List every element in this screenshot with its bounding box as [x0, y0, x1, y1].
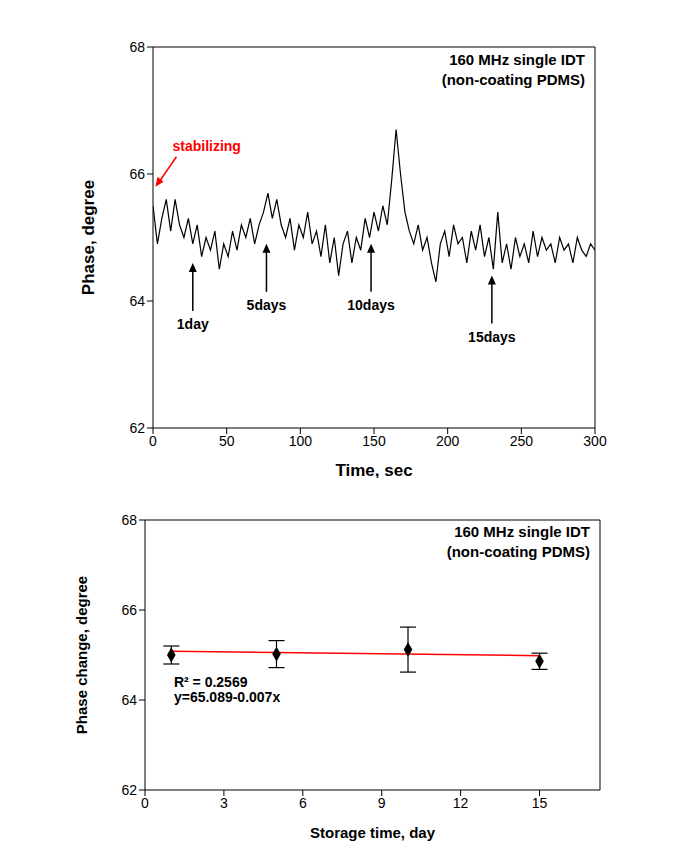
- svg-text:15days: 15days: [468, 329, 516, 345]
- svg-text:200: 200: [436, 433, 460, 449]
- svg-text:68: 68: [129, 39, 145, 55]
- svg-text:Time, sec: Time, sec: [335, 461, 412, 478]
- svg-text:Phase change, degree: Phase change, degree: [73, 576, 90, 734]
- svg-text:68: 68: [121, 512, 137, 528]
- svg-text:R² = 0.2569: R² = 0.2569: [174, 674, 248, 690]
- svg-text:300: 300: [583, 433, 607, 449]
- svg-text:64: 64: [121, 692, 137, 708]
- svg-text:100: 100: [289, 433, 313, 449]
- svg-text:15: 15: [532, 795, 548, 811]
- svg-text:6: 6: [299, 795, 307, 811]
- html-text:160 MHz single IDT: 160 MHz single IDT: [449, 51, 585, 68]
- svg-text:50: 50: [219, 433, 235, 449]
- svg-text:3: 3: [220, 795, 228, 811]
- svg-text:10days: 10days: [347, 297, 395, 313]
- html-text:(non-coating PDMS): (non-coating PDMS): [441, 71, 585, 88]
- svg-text:1day: 1day: [177, 316, 209, 332]
- svg-text:Phase, degree: Phase, degree: [79, 180, 98, 295]
- svg-text:Storage time, day: Storage time, day: [310, 824, 436, 841]
- svg-text:stabilizing: stabilizing: [172, 138, 240, 154]
- svg-text:y=65.089-0.007x: y=65.089-0.007x: [174, 689, 280, 705]
- svg-text:66: 66: [121, 602, 137, 618]
- svg-text:0: 0: [141, 795, 149, 811]
- svg-text:12: 12: [453, 795, 469, 811]
- svg-text:64: 64: [129, 293, 145, 309]
- html-text:(non-coating PDMS): (non-coating PDMS): [446, 543, 590, 560]
- svg-text:66: 66: [129, 166, 145, 182]
- svg-text:250: 250: [510, 433, 534, 449]
- svg-text:150: 150: [362, 433, 386, 449]
- svg-text:0: 0: [149, 433, 157, 449]
- svg-text:9: 9: [378, 795, 386, 811]
- svg-text:5days: 5days: [247, 297, 287, 313]
- svg-text:62: 62: [121, 782, 137, 798]
- svg-text:62: 62: [129, 420, 145, 436]
- html-text:160 MHz single IDT: 160 MHz single IDT: [454, 523, 590, 540]
